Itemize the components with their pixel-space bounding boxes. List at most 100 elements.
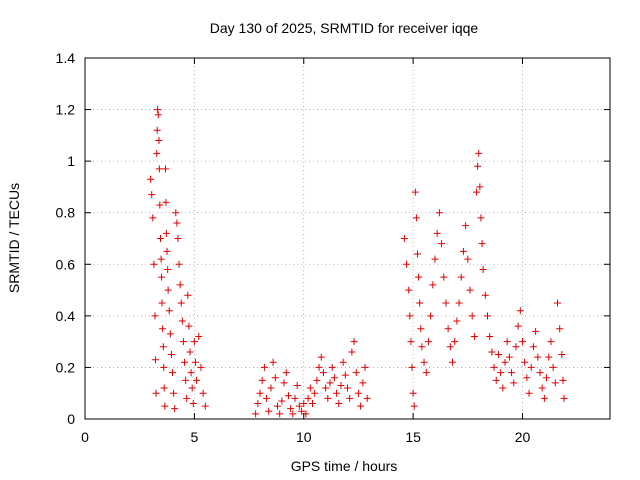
data-point — [147, 175, 155, 183]
data-point — [295, 402, 303, 410]
data-point — [159, 325, 167, 333]
data-point — [151, 312, 159, 320]
data-point — [293, 381, 301, 389]
data-point — [499, 384, 507, 392]
data-point — [438, 240, 446, 248]
x-tick-label: 20 — [515, 429, 531, 445]
data-point — [201, 402, 209, 410]
data-point — [361, 363, 369, 371]
data-point — [162, 198, 170, 206]
data-point — [410, 402, 418, 410]
data-point — [435, 209, 443, 217]
data-point — [317, 353, 325, 361]
data-point — [417, 325, 425, 333]
data-point — [411, 188, 419, 196]
x-axis-label: GPS time / hours — [291, 458, 398, 474]
data-point — [344, 384, 351, 392]
data-point — [400, 235, 408, 242]
x-tick-label: 10 — [296, 429, 312, 445]
data-point — [330, 374, 338, 382]
data-point — [162, 229, 170, 237]
data-point — [315, 363, 323, 371]
data-point — [156, 235, 164, 242]
data-point — [164, 265, 172, 273]
data-point — [154, 111, 162, 119]
data-point — [184, 291, 192, 299]
data-point — [287, 405, 295, 413]
data-point — [451, 338, 459, 346]
data-point — [551, 379, 559, 387]
data-point — [468, 312, 476, 320]
data-point — [501, 358, 509, 366]
data-point — [476, 183, 484, 191]
data-point — [153, 126, 161, 134]
y-tick-label: 1.2 — [56, 102, 76, 118]
data-point — [319, 369, 327, 377]
data-point — [170, 389, 178, 397]
data-point — [326, 379, 334, 387]
data-point — [199, 389, 207, 397]
data-point — [407, 338, 415, 346]
data-point — [167, 351, 175, 359]
data-point — [284, 392, 292, 400]
data-point — [559, 376, 567, 384]
data-point — [155, 137, 163, 145]
data-point — [151, 356, 159, 364]
data-point — [556, 325, 564, 333]
data-point — [276, 410, 284, 418]
data-point — [172, 209, 180, 217]
data-point — [282, 369, 290, 377]
data-point — [160, 384, 168, 392]
data-point — [260, 363, 268, 371]
data-point — [150, 260, 158, 268]
data-point — [169, 369, 176, 377]
data-point — [156, 201, 164, 209]
data-point — [313, 376, 321, 384]
data-point — [475, 149, 483, 157]
data-point — [554, 299, 561, 307]
plot-frame — [84, 57, 611, 420]
data-point — [494, 351, 502, 359]
data-point — [525, 389, 533, 397]
data-point — [549, 363, 557, 371]
data-point — [433, 229, 441, 237]
data-point — [265, 407, 273, 415]
y-tick-label: 0.2 — [56, 359, 76, 375]
data-point — [162, 165, 169, 173]
data-point — [492, 376, 500, 384]
data-point — [510, 379, 518, 387]
data-point — [280, 379, 288, 387]
data-point — [271, 374, 279, 382]
data-point — [306, 384, 314, 392]
data-point — [529, 343, 537, 351]
data-point — [431, 255, 439, 263]
data-point — [175, 260, 183, 268]
data-point — [440, 273, 448, 281]
data-point — [547, 338, 555, 346]
data-point — [174, 235, 182, 242]
data-point — [157, 255, 165, 263]
data-point — [352, 369, 360, 377]
data-point — [521, 358, 529, 366]
axis-ticks: 0 0.2 0.4 0.6 0.8 1 1.2 1.4 0 5 10 15 20 — [56, 50, 610, 445]
data-point — [512, 343, 520, 351]
data-point — [560, 394, 568, 402]
data-point — [406, 312, 414, 320]
data-point — [486, 332, 494, 340]
data-point — [470, 332, 478, 340]
data-point — [183, 394, 191, 402]
data-point — [161, 402, 169, 410]
data-point — [152, 389, 160, 397]
x-tick-label: 5 — [190, 429, 198, 445]
data-point — [165, 307, 173, 315]
data-point — [166, 330, 174, 338]
data-point — [258, 376, 266, 384]
data-point — [333, 389, 341, 397]
data-point — [178, 317, 186, 325]
data-point — [409, 389, 417, 397]
data-point — [263, 394, 271, 402]
data-point — [514, 322, 522, 330]
data-point — [479, 265, 487, 273]
data-point — [159, 343, 167, 351]
data-point — [442, 299, 450, 307]
